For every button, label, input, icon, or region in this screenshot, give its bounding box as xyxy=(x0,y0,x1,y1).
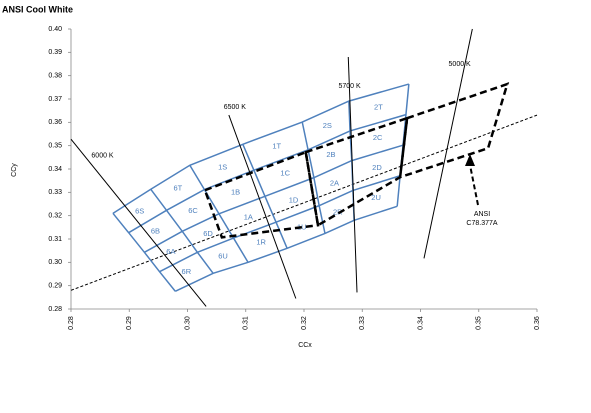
bin-label: 2C xyxy=(373,133,383,142)
chart-title: ANSI Cool White xyxy=(2,4,73,14)
bin-label: 1B xyxy=(231,187,240,196)
y-tick-label: 0.31 xyxy=(48,236,62,243)
y-tick-label: 0.39 xyxy=(48,49,62,56)
bin-edge xyxy=(112,83,410,214)
bin-label: 2A xyxy=(330,179,339,188)
bin-label: 2R xyxy=(333,207,343,216)
cct-label: 5700 K xyxy=(338,83,361,90)
annotation-arrow xyxy=(469,164,479,206)
reference-line xyxy=(70,114,538,291)
cct-line xyxy=(228,114,297,299)
x-tick-label: 0.33 xyxy=(359,316,366,330)
bin-label: 6S xyxy=(135,206,144,215)
y-tick-label: 0.40 xyxy=(48,26,62,33)
bin-edge xyxy=(144,144,404,253)
bin-label: 6D xyxy=(203,229,213,238)
ansi-quadrangle xyxy=(304,116,409,228)
y-tick-label: 0.37 xyxy=(48,96,62,103)
bin-label: 1A xyxy=(244,213,253,222)
y-tick-label: 0.30 xyxy=(48,259,62,266)
bin-label: 2B xyxy=(326,150,335,159)
y-tick-label: 0.32 xyxy=(48,213,62,220)
ansi-quadrangle xyxy=(398,82,510,179)
bin-edge xyxy=(150,188,214,274)
bin-label: 6C xyxy=(188,206,198,215)
bin-label: 6B xyxy=(151,227,160,236)
y-axis-title: CCy xyxy=(11,163,18,177)
bin-label: 6T xyxy=(174,184,183,193)
cct-label: 6500 K xyxy=(224,104,247,111)
ansi-quadrangle xyxy=(203,150,320,239)
bin-label: 6A xyxy=(166,247,175,256)
bin-label: 2D xyxy=(372,163,382,172)
cct-line xyxy=(423,28,473,259)
y-tick-label: 0.29 xyxy=(48,283,62,290)
bin-edge xyxy=(112,212,176,292)
y-tick-label: 0.28 xyxy=(48,306,62,313)
bin-label: 2U xyxy=(371,193,381,202)
bin-label: 2S xyxy=(323,121,332,130)
bin-edge xyxy=(301,121,326,234)
bin-edge xyxy=(189,164,249,263)
cct-label: 5000 K xyxy=(449,61,472,68)
bin-label: 1T xyxy=(272,142,281,151)
x-tick-label: 0.34 xyxy=(417,316,424,330)
bin-label: 1D xyxy=(289,195,299,204)
bin-label: 1C xyxy=(280,168,290,177)
x-axis-title: CCx xyxy=(298,342,312,349)
y-tick-label: 0.33 xyxy=(48,189,62,196)
y-tick-label: 0.36 xyxy=(48,119,62,126)
bin-label: 2T xyxy=(374,103,383,112)
y-tick-label: 0.38 xyxy=(48,73,62,80)
x-tick-label: 0.31 xyxy=(243,316,250,330)
annotation-line: ANSI xyxy=(474,211,490,218)
y-tick-label: 0.35 xyxy=(48,143,62,150)
bin-label: 6R xyxy=(182,267,192,276)
annotation-line: C78.377A xyxy=(466,220,497,227)
bin-label: 6U xyxy=(218,251,228,260)
x-tick-label: 0.28 xyxy=(68,316,75,330)
bin-label: 1R xyxy=(256,238,266,247)
x-tick-label: 0.32 xyxy=(301,316,308,330)
cct-line xyxy=(70,138,207,307)
y-tick-label: 0.34 xyxy=(48,166,62,173)
x-tick-label: 0.29 xyxy=(126,316,133,330)
cct-label: 6000 K xyxy=(91,153,114,160)
bin-label: 1S xyxy=(218,162,227,171)
x-tick-label: 0.35 xyxy=(476,316,483,330)
arrow-head xyxy=(465,154,475,166)
x-tick-label: 0.30 xyxy=(184,316,191,330)
x-tick-label: 0.36 xyxy=(534,316,541,330)
cct-line xyxy=(347,56,358,293)
